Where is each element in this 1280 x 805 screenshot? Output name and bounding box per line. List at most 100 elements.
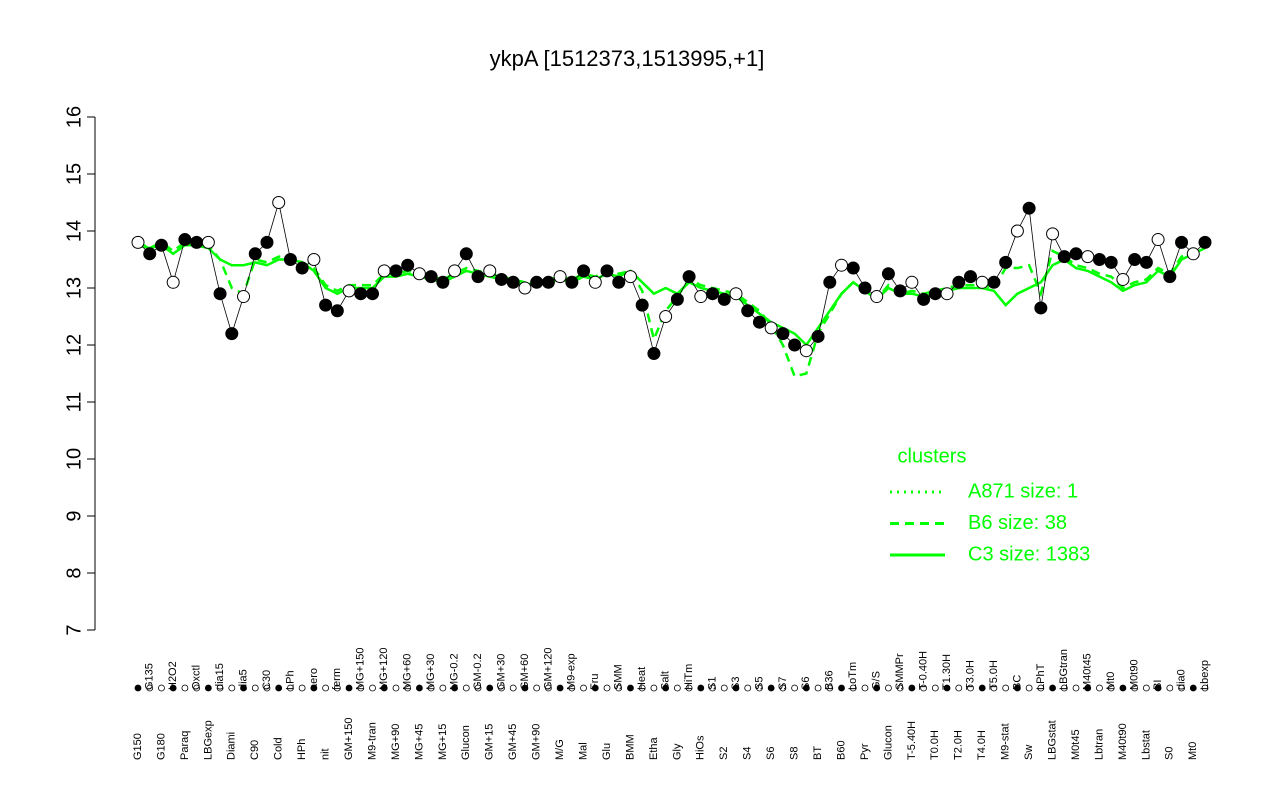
rug-marker (931, 684, 939, 692)
x-tick-label: GM+30 (495, 654, 507, 690)
cluster-line (137, 243, 1206, 347)
rug-marker (357, 684, 365, 692)
data-point (905, 275, 919, 289)
rug-marker (474, 684, 482, 692)
data-point (776, 327, 790, 341)
rug-marker (275, 684, 283, 692)
data-point (319, 298, 333, 312)
data-point (283, 253, 297, 266)
rug-marker (732, 684, 740, 692)
data-point (823, 275, 837, 289)
x-tick-label: Pyr (859, 743, 871, 760)
x-tick-label: G180 (155, 733, 167, 760)
data-point (483, 264, 497, 278)
rug-marker (416, 684, 423, 692)
rug-marker (978, 684, 986, 692)
x-tick-label: Gly (671, 743, 683, 760)
data-point (764, 321, 778, 335)
rug-marker (345, 684, 353, 692)
rug-marker (627, 684, 634, 692)
x-tick-label: S3 (730, 677, 742, 690)
rug-marker (685, 684, 693, 692)
rug-marker (650, 684, 658, 692)
data-point (190, 235, 204, 249)
rug-marker (709, 684, 716, 692)
rug-marker (392, 684, 400, 692)
x-tick-label: LBGexp (202, 720, 214, 760)
rug-marker (767, 684, 775, 692)
data-point (506, 275, 520, 289)
x-tick-label: Lbtran (1093, 729, 1105, 760)
x-tick-label: S5 (753, 677, 765, 690)
x-tick-label: Mal (577, 742, 589, 760)
data-point (342, 284, 356, 298)
rug-marker (1072, 684, 1080, 692)
y-tick-label: 16 (63, 106, 85, 128)
rug-marker (908, 684, 916, 692)
x-tick-label: LoTm (847, 662, 859, 690)
data-point (963, 270, 977, 284)
rug-marker (990, 684, 998, 692)
x-tick-label: GM-0.2 (472, 653, 484, 690)
x-tick-label: G150 (132, 733, 144, 760)
data-point (295, 261, 309, 275)
x-tick-label: M40t90 (1117, 723, 1129, 760)
rug-marker (181, 684, 189, 692)
data-point (706, 287, 720, 301)
data-point (811, 329, 825, 343)
x-tick-label: MG+90 (390, 724, 402, 760)
x-tick-label: Paraq (179, 731, 191, 760)
x-tick-label: T2.0H (953, 730, 965, 760)
rug-marker (369, 684, 376, 692)
rug-marker (556, 684, 564, 692)
rug-marker (1037, 684, 1045, 692)
data-point (612, 275, 626, 289)
data-point (752, 315, 766, 329)
data-point (154, 238, 168, 252)
data-point (1186, 247, 1200, 261)
rug-marker (310, 684, 318, 692)
x-tick-label: S8 (789, 747, 801, 760)
rug-marker (298, 684, 306, 692)
rug-marker (451, 684, 458, 692)
x-tick-label: Oxctl (191, 665, 203, 690)
x-tick-label: HiOs (695, 735, 707, 760)
data-point (588, 275, 602, 289)
data-point (213, 287, 227, 301)
x-tick-label: M9-stat (1000, 723, 1012, 760)
x-tick-label: LBGstat (1046, 720, 1058, 760)
x-tick-label: MG+60 (402, 654, 414, 690)
x-tick-label: Glucon (882, 725, 894, 760)
data-point (1128, 253, 1142, 266)
x-tick-label: BC (1011, 675, 1023, 690)
rug-marker (439, 684, 447, 692)
rug-marker (498, 684, 505, 692)
rug-marker (802, 684, 810, 692)
data-point (143, 247, 157, 261)
x-tick-label: LPhT (1035, 663, 1047, 690)
rug-marker (838, 684, 845, 692)
x-tick-label: H2O2 (167, 661, 179, 690)
rug-marker (967, 684, 974, 692)
y-tick-label: 14 (63, 220, 85, 242)
data-point (237, 290, 251, 304)
rug-marker (486, 684, 494, 692)
x-tick-label: dia0 (1175, 669, 1187, 690)
data-point (893, 284, 907, 298)
y-tick-label: 11 (63, 392, 85, 413)
x-tick-label: Salt (660, 671, 672, 690)
rug-marker (427, 684, 435, 692)
data-point (377, 264, 391, 278)
data-point (1163, 270, 1177, 284)
x-tick-label: M9-tran (366, 722, 378, 760)
x-tick-label: S0 (1164, 747, 1176, 760)
x-tick-label: GM+60 (519, 654, 531, 690)
rug-marker (861, 684, 869, 692)
data-point (1057, 250, 1071, 264)
data-point (870, 290, 884, 304)
x-tick-label: MG+15 (437, 724, 449, 760)
x-tick-label: S7 (777, 677, 789, 690)
x-tick-label: S1 (706, 677, 718, 690)
rug-marker (1013, 684, 1021, 692)
x-tick-label: Etha (648, 736, 660, 760)
